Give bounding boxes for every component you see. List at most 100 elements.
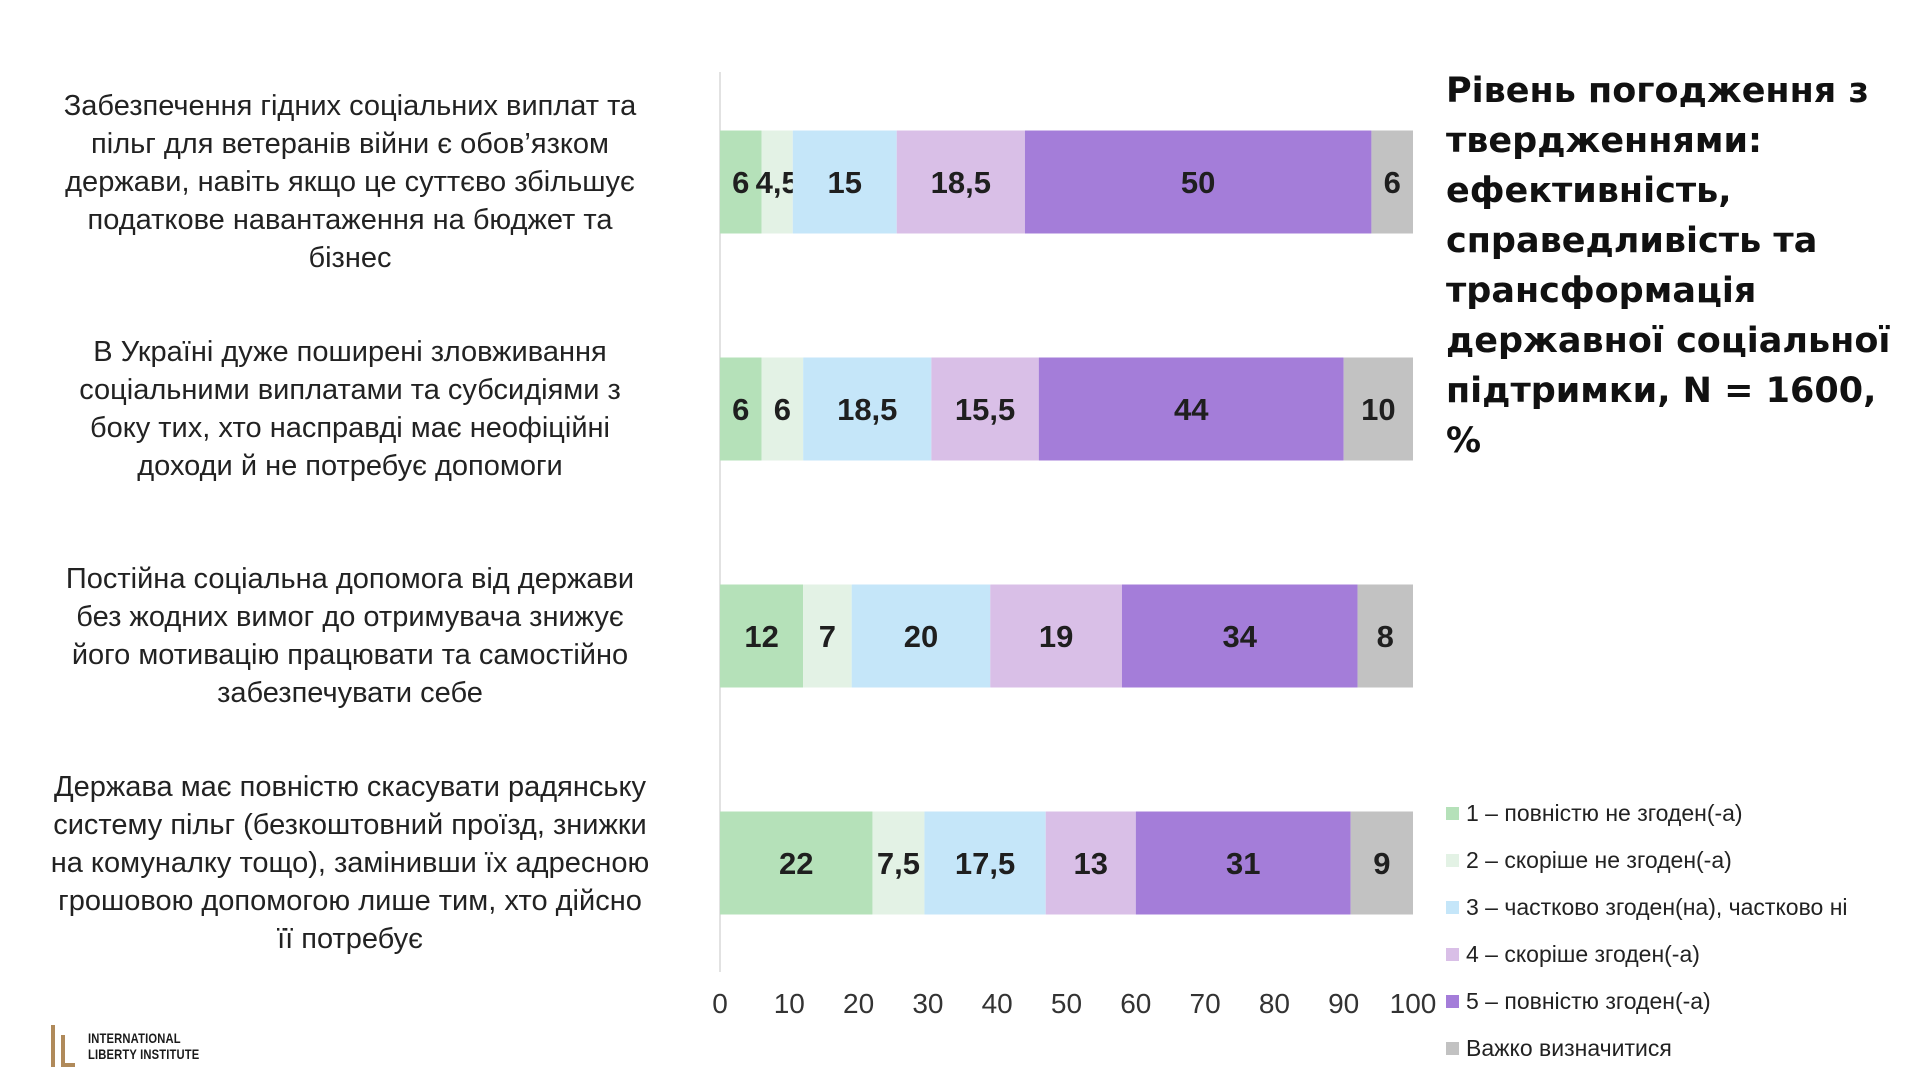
data-label: 13 bbox=[1074, 846, 1108, 881]
data-label: 18,5 bbox=[837, 392, 897, 427]
logo-line-2: LIBERTY INSTITUTE bbox=[88, 1046, 200, 1062]
category-label-line: його мотивацію працювати та самостійно bbox=[71, 639, 629, 671]
category-label-line: Держава має повністю скасувати радянську bbox=[54, 771, 646, 803]
x-tick-label: 0 bbox=[712, 988, 728, 1019]
bar-segment bbox=[1135, 811, 1351, 915]
chart-title: Рівень погодження з твердженнями: ефекти… bbox=[1446, 66, 1916, 466]
legend-label: 4 – скоріше згоден(-а) bbox=[1466, 941, 1700, 967]
data-label: 22 bbox=[779, 846, 813, 881]
legend-swatch bbox=[1446, 1042, 1459, 1055]
legend-swatch bbox=[1446, 901, 1459, 914]
bar-segment bbox=[851, 584, 991, 688]
category-label: Постійна соціальна допомога від держави б… bbox=[6, 560, 694, 712]
chart-title-line: ефективність, bbox=[1446, 171, 1732, 211]
chart-title-line: підтримки, N = 1600, % bbox=[1446, 371, 1877, 461]
legend-item: 3 – частково згоден(на), частково ні bbox=[1446, 884, 1848, 931]
legend-item: Важко визначитися bbox=[1446, 1025, 1848, 1072]
data-label: 7,5 bbox=[877, 846, 920, 881]
category-label-line: систему пільг (безкоштовний проїзд, зниж… bbox=[53, 809, 647, 841]
bar-segment bbox=[1371, 130, 1413, 234]
bar-segment bbox=[1038, 357, 1344, 461]
legend-swatch bbox=[1446, 995, 1459, 1008]
legend-item: 5 – повністю згоден(-а) bbox=[1446, 978, 1848, 1025]
category-label: Забезпечення гідних соціальних виплат та… bbox=[6, 87, 694, 277]
data-label: 6 bbox=[774, 392, 791, 427]
legend-label: 5 – повністю згоден(-а) bbox=[1466, 988, 1711, 1014]
x-tick-label: 80 bbox=[1259, 988, 1290, 1019]
chart-legend: 1 – повністю не згоден(-а) 2 – скоріше не… bbox=[1446, 790, 1848, 1072]
data-label: 6 bbox=[732, 392, 749, 427]
category-label-line: боку тих, хто насправді має неофіційні bbox=[89, 412, 611, 444]
logo: INTERNATIONAL LIBERTY INSTITUTE bbox=[50, 1025, 227, 1067]
bar-segment bbox=[1357, 584, 1413, 688]
logo-line-1: INTERNATIONAL bbox=[88, 1030, 181, 1046]
x-tick-label: 20 bbox=[843, 988, 874, 1019]
data-label: 17,5 bbox=[955, 846, 1015, 881]
legend-label: 2 – скоріше не згоден(-а) bbox=[1466, 847, 1732, 873]
bar-segment bbox=[720, 130, 762, 234]
data-label: 50 bbox=[1181, 165, 1215, 200]
x-tick-label: 70 bbox=[1190, 988, 1221, 1019]
chart-title-line: справедливість та bbox=[1446, 221, 1818, 261]
data-label: 31 bbox=[1226, 846, 1260, 881]
legend-item: 4 – скоріше згоден(-а) bbox=[1446, 931, 1848, 978]
logo-mark-icon bbox=[51, 1025, 75, 1067]
category-label-line: її потребує bbox=[277, 923, 423, 955]
legend-label: 1 – повністю не згоден(-а) bbox=[1466, 800, 1743, 826]
bar-segment bbox=[931, 357, 1039, 461]
category-label-line: на комуналку тощо), замінивши їх адресно… bbox=[50, 847, 650, 879]
data-label: 4,5 bbox=[756, 165, 799, 200]
data-label: 19 bbox=[1039, 619, 1073, 654]
x-tick-label: 90 bbox=[1328, 988, 1359, 1019]
category-label-line: без жодних вимог до отримувача знижує bbox=[76, 601, 624, 633]
chart-title-line: твердженнями: bbox=[1446, 121, 1763, 161]
x-tick-label: 50 bbox=[1051, 988, 1082, 1019]
x-tick-label: 100 bbox=[1390, 988, 1437, 1019]
x-tick-label: 30 bbox=[912, 988, 943, 1019]
category-label: В Україні дуже поширені зловживання соціа… bbox=[6, 333, 694, 485]
data-label: 34 bbox=[1223, 619, 1258, 654]
bar-segment bbox=[924, 811, 1046, 915]
chart-title-line: Рівень погодження з bbox=[1446, 71, 1869, 111]
data-label: 10 bbox=[1361, 392, 1395, 427]
legend-swatch bbox=[1446, 807, 1459, 820]
bar-segment bbox=[761, 130, 793, 234]
x-tick-label: 40 bbox=[982, 988, 1013, 1019]
bar-segment bbox=[896, 130, 1025, 234]
data-label: 12 bbox=[744, 619, 778, 654]
chart-title-line: державної соціальної bbox=[1446, 321, 1891, 361]
bar-segment bbox=[720, 584, 804, 688]
category-label-line: грошовою допомогою лише тим, хто дійсно bbox=[58, 885, 642, 917]
data-label: 6 bbox=[732, 165, 749, 200]
category-label-line: Постійна соціальна допомога від держави bbox=[65, 563, 635, 595]
bar-segment bbox=[761, 357, 804, 461]
legend-swatch bbox=[1446, 948, 1459, 961]
category-label-line: бізнес bbox=[308, 242, 392, 274]
x-tick-label: 60 bbox=[1120, 988, 1151, 1019]
bar-segment bbox=[990, 584, 1122, 688]
data-label: 20 bbox=[904, 619, 938, 654]
chart-title-line: трансформація bbox=[1446, 271, 1757, 311]
category-label-line: податкове навантаження на бюджет та bbox=[87, 204, 613, 236]
bar-segment bbox=[803, 584, 852, 688]
category-label-line: Забезпечення гідних соціальних виплат та bbox=[63, 90, 637, 122]
data-label: 8 bbox=[1377, 619, 1394, 654]
bar-segment bbox=[1350, 811, 1413, 915]
bar-segment bbox=[792, 130, 897, 234]
bar-segment bbox=[1045, 811, 1136, 915]
data-label: 15,5 bbox=[955, 392, 1015, 427]
data-label: 9 bbox=[1373, 846, 1390, 881]
data-label: 7 bbox=[819, 619, 836, 654]
bar-segment bbox=[803, 357, 932, 461]
legend-label: 3 – частково згоден(на), частково ні bbox=[1466, 894, 1848, 920]
legend-swatch bbox=[1446, 854, 1459, 867]
category-label-line: пільг для ветеранів війни є обов’язком bbox=[91, 128, 609, 160]
x-tick-label: 10 bbox=[774, 988, 805, 1019]
category-label-line: доходи й не потребує допомоги bbox=[137, 450, 563, 482]
bar-segment bbox=[720, 357, 762, 461]
category-label-line: забезпечувати себе bbox=[217, 677, 483, 709]
data-label: 15 bbox=[827, 165, 861, 200]
category-label-line: держави, навіть якщо це суттєво збільшує bbox=[65, 166, 635, 198]
bar-segment bbox=[1024, 130, 1372, 234]
